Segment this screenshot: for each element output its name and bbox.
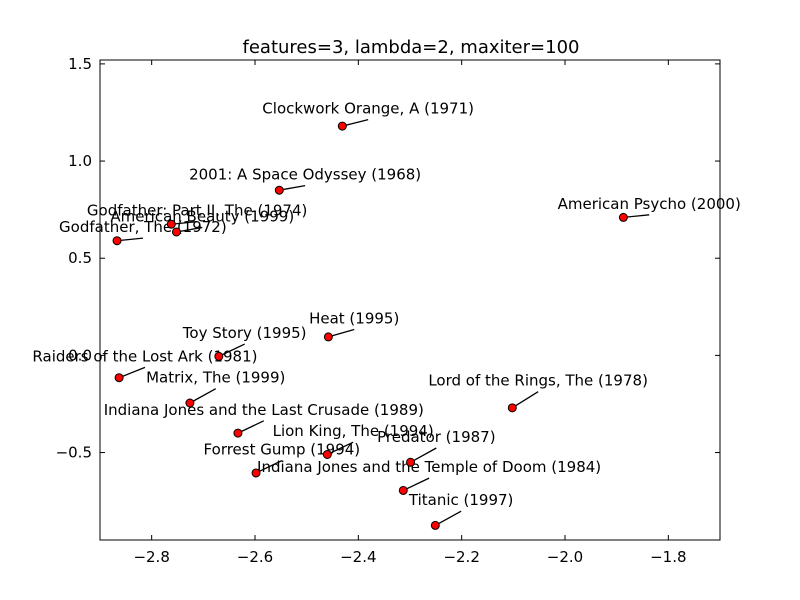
point-label: Indiana Jones and the Temple of Doom (19… bbox=[257, 458, 601, 476]
point-label: Clockwork Orange, A (1971) bbox=[262, 100, 474, 118]
point-label: Indiana Jones and the Last Crusade (1989… bbox=[104, 401, 424, 419]
data-point bbox=[322, 449, 332, 459]
point-label: 2001: A Space Odyssey (1968) bbox=[189, 166, 421, 184]
point-label: American Beauty (1999) bbox=[110, 207, 294, 225]
point-label: Lion King, The (1994) bbox=[273, 422, 434, 440]
chart-marks: Clockwork Orange, A (1971) 2001: A Space … bbox=[32, 100, 741, 530]
leader-line bbox=[118, 366, 146, 379]
y-tick-label: 1.0 bbox=[68, 152, 92, 170]
leader-line bbox=[403, 477, 430, 492]
x-tick-label: −1.8 bbox=[650, 548, 686, 566]
y-tick-label: 1.5 bbox=[68, 55, 92, 73]
point-label: Forrest Gump (1994) bbox=[204, 441, 361, 459]
y-tick-label: −0.5 bbox=[56, 444, 92, 462]
data-point bbox=[112, 236, 122, 246]
leader-line bbox=[237, 420, 265, 434]
data-point bbox=[406, 457, 416, 467]
axis-ticks: −2.8 −2.6 −2.4 −2.2 −2.0 −1.8 −0.5 0.0 0.5 1.0 1.5 bbox=[56, 55, 720, 566]
data-point bbox=[214, 351, 224, 361]
x-tick-label: −2.0 bbox=[547, 548, 583, 566]
data-point bbox=[185, 398, 195, 408]
leader-line bbox=[511, 391, 539, 409]
point-label: Matrix, The (1999) bbox=[146, 369, 285, 387]
data-point bbox=[430, 520, 440, 530]
data-point bbox=[618, 212, 628, 222]
point-label: Heat (1995) bbox=[309, 309, 399, 327]
x-tick-label: −2.2 bbox=[443, 548, 479, 566]
y-tick-label: 0.5 bbox=[68, 249, 92, 267]
data-point bbox=[507, 403, 517, 413]
leader-line bbox=[327, 441, 354, 456]
data-point bbox=[251, 468, 261, 478]
data-point bbox=[337, 121, 347, 131]
leader-line bbox=[189, 388, 217, 404]
data-point bbox=[233, 428, 243, 438]
point-label: Raiders of the Lost Ark (1981) bbox=[32, 347, 257, 365]
data-point bbox=[323, 332, 333, 342]
leader-line bbox=[218, 343, 245, 357]
data-points bbox=[112, 121, 628, 530]
data-point bbox=[114, 373, 124, 383]
x-tick-label: −2.4 bbox=[340, 548, 376, 566]
leader-line bbox=[255, 460, 283, 474]
y-tick-label: 0.0 bbox=[68, 346, 92, 364]
point-label: Godfather: Part II, The (1974) bbox=[87, 202, 307, 220]
point-label: Toy Story (1995) bbox=[182, 324, 307, 342]
data-point bbox=[398, 485, 408, 495]
point-label: American Psycho (2000) bbox=[558, 195, 741, 213]
point-label: Titanic (1997) bbox=[408, 491, 514, 509]
point-label: Lord of the Rings, The (1978) bbox=[428, 372, 648, 390]
point-label: Predator (1987) bbox=[377, 428, 495, 446]
x-tick-label: −2.8 bbox=[133, 548, 169, 566]
data-point bbox=[166, 219, 176, 229]
leader-line bbox=[410, 447, 437, 463]
chart-title: features=3, lambda=2, maxiter=100 bbox=[243, 37, 580, 58]
leader-line bbox=[435, 510, 462, 526]
point-label: Godfather, The (1972) bbox=[59, 218, 227, 236]
point-labels: Clockwork Orange, A (1971) 2001: A Space … bbox=[32, 100, 740, 510]
data-point bbox=[274, 185, 284, 195]
x-tick-label: −2.6 bbox=[237, 548, 273, 566]
data-point bbox=[171, 227, 181, 237]
